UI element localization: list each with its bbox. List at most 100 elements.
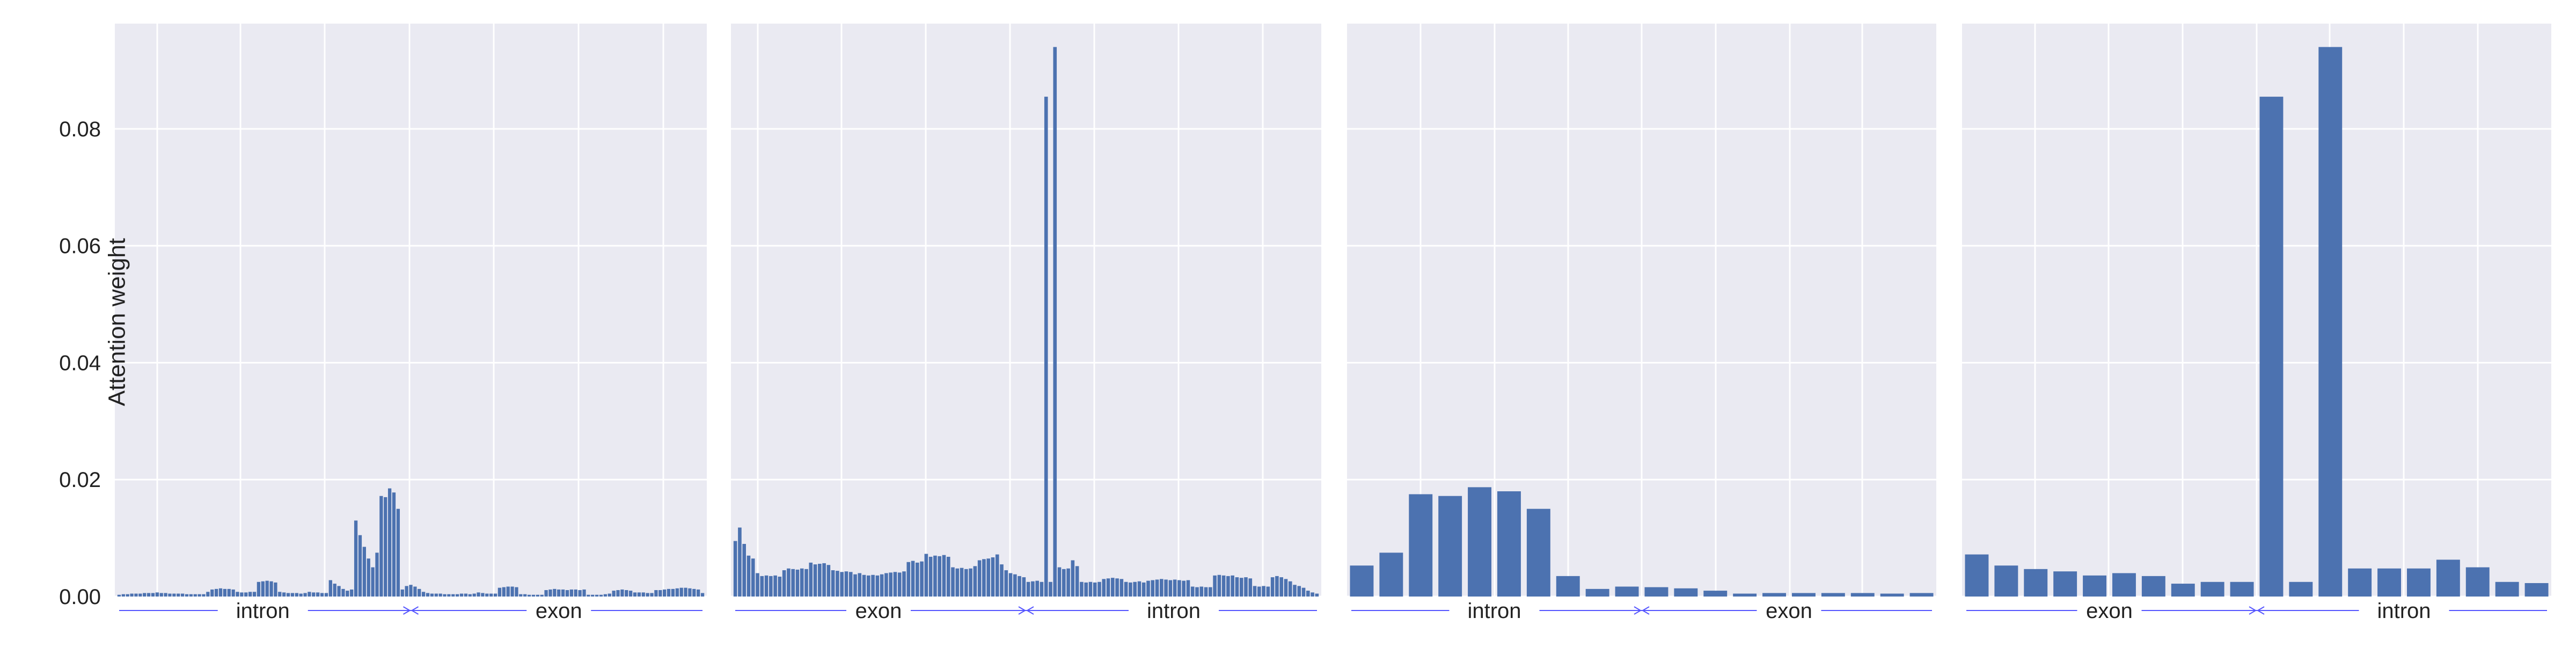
region-arrow-right: [1018, 606, 1026, 615]
region-label-exon: exon: [2086, 599, 2133, 623]
bar: [1965, 554, 1989, 597]
bar: [924, 554, 928, 597]
panel-background: [115, 24, 707, 597]
bar: [434, 593, 438, 597]
bar: [1297, 586, 1301, 597]
y-tick-label: 0.06: [59, 235, 101, 258]
bar: [159, 593, 163, 597]
bar: [510, 586, 514, 597]
bar: [202, 594, 206, 597]
bar: [2112, 573, 2136, 597]
bar: [641, 592, 645, 597]
bar: [747, 555, 751, 597]
bar: [1182, 580, 1185, 597]
bar: [308, 592, 311, 597]
bar: [1075, 566, 1079, 597]
bar: [257, 581, 261, 597]
bar: [1231, 575, 1234, 597]
bar: [977, 560, 982, 597]
bar: [1909, 593, 1934, 597]
bar: [679, 587, 683, 597]
bar: [951, 567, 955, 597]
bar: [1119, 579, 1124, 597]
bar: [447, 594, 451, 597]
bar: [147, 593, 151, 597]
bar: [574, 589, 577, 597]
bar: [1244, 577, 1248, 597]
bar: [1209, 587, 1212, 597]
bar: [1000, 564, 1004, 597]
bar: [350, 589, 354, 597]
bar: [938, 556, 941, 597]
bar: [836, 571, 839, 597]
bar: [1031, 581, 1035, 597]
bar: [1994, 565, 2018, 597]
bar: [844, 571, 848, 597]
bar: [1468, 487, 1492, 597]
bar: [346, 591, 349, 597]
bar: [813, 564, 817, 597]
region-label-intron: intron: [236, 599, 290, 623]
bar: [2230, 581, 2254, 597]
bar: [569, 589, 573, 597]
bar: [1213, 575, 1217, 597]
bar: [227, 588, 231, 597]
bar: [884, 573, 888, 597]
bar: [155, 592, 159, 597]
bar: [733, 541, 737, 597]
bar: [1217, 575, 1221, 597]
bar: [804, 569, 808, 597]
bar: [1124, 581, 1128, 597]
bar: [2465, 567, 2490, 597]
y-tick-label: 0.08: [59, 118, 101, 141]
bar: [286, 593, 290, 597]
panel-background: [731, 24, 1321, 597]
bar: [341, 588, 345, 597]
bar: [1301, 587, 1306, 597]
bar: [138, 593, 142, 597]
bar: [544, 590, 548, 597]
bar: [628, 591, 633, 597]
bar: [1129, 582, 1132, 597]
bar: [282, 592, 286, 597]
bar: [1013, 574, 1017, 597]
bar: [151, 593, 155, 597]
bar: [371, 567, 375, 597]
bar: [481, 593, 485, 597]
bar: [193, 594, 197, 597]
bar: [1262, 586, 1265, 597]
bar: [928, 556, 933, 597]
bar: [1226, 576, 1230, 597]
bar: [303, 593, 307, 597]
region-arrow-right: [402, 606, 411, 615]
bar: [616, 590, 620, 597]
bar: [675, 588, 679, 597]
bar: [1026, 581, 1030, 597]
bar: [1195, 587, 1199, 597]
bar: [1306, 591, 1310, 597]
bar: [612, 591, 616, 597]
bar: [1204, 587, 1208, 597]
bar: [421, 592, 426, 597]
bar: [1084, 582, 1088, 597]
bar: [964, 569, 968, 597]
bar: [565, 590, 569, 597]
bar: [578, 590, 582, 597]
bar: [1164, 579, 1168, 597]
bar: [893, 572, 897, 597]
bar: [2141, 576, 2165, 597]
bar: [177, 593, 180, 597]
bar: [278, 592, 282, 597]
bar: [769, 576, 773, 597]
bar: [316, 592, 320, 597]
bar: [818, 564, 822, 597]
bar: [1057, 567, 1062, 597]
bar: [548, 589, 552, 597]
bar: [375, 553, 379, 597]
bar: [809, 562, 813, 597]
region-arrow-left: [1642, 606, 1650, 615]
region-label-bg: [1449, 599, 1540, 622]
bar: [960, 568, 964, 597]
bar: [1190, 586, 1195, 597]
